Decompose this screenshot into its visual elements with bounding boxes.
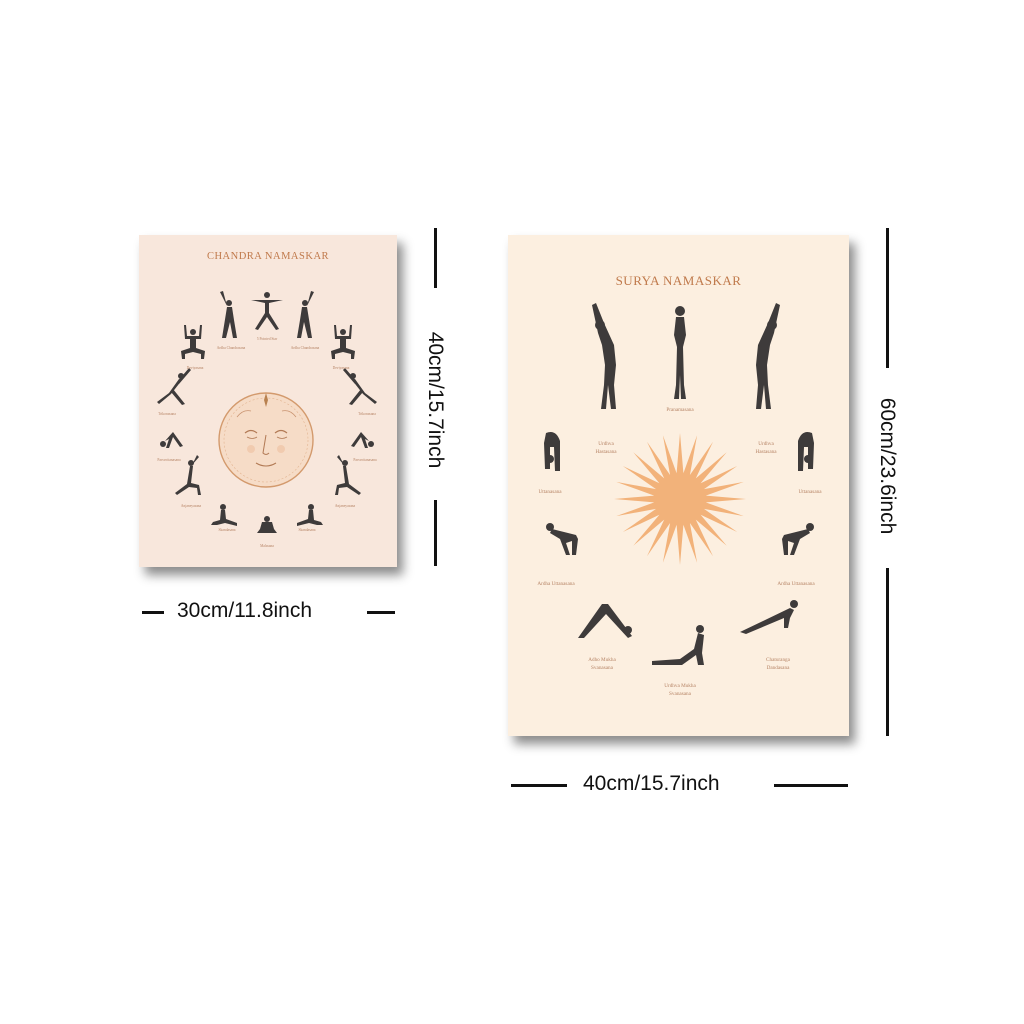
label-urdhva-right-1: Urdhva	[758, 441, 774, 447]
label-triangle-right: Trikonasana	[358, 412, 376, 416]
chandra-artwork: 5 Pointed Star Ardha Chandrasana Ardha C…	[139, 235, 397, 567]
label-garland: Malasana	[260, 544, 274, 548]
label-urdhva-right-2: Hastasana	[755, 449, 777, 455]
label-half-moon-left: Ardha Chandrasana	[217, 346, 246, 350]
chandra-height-line-top	[434, 228, 437, 288]
pose-urdhva-hastasana-left	[592, 303, 616, 409]
chandra-width-line-right	[367, 611, 395, 614]
surya-artwork: Pranamasana Urdhva Hastasana Urdhva Hast…	[508, 235, 849, 736]
label-lunge-right: Anjaneyasana	[335, 504, 356, 508]
label-uttanasana-left: Uttanasana	[538, 489, 562, 495]
label-uttanasana-right: Uttanasana	[798, 489, 822, 495]
pose-side-lunge-left	[211, 504, 237, 526]
pose-urdhva-hastasana-right	[756, 303, 780, 409]
chandra-namaskar-poster: CHANDRA NAMASKAR	[139, 235, 397, 567]
pose-side-lunge-right	[297, 504, 323, 526]
pose-half-moon-left	[220, 291, 237, 338]
label-chaturanga-2: Dandasana	[767, 665, 790, 671]
label-urdhva-left-2: Hastasana	[595, 449, 617, 455]
surya-height-line-top	[886, 228, 889, 368]
pose-uttanasana-left	[544, 432, 560, 471]
pose-uttanasana-right	[798, 432, 814, 471]
label-side-lunge-right: Skandasana	[299, 528, 316, 532]
pose-ardha-uttanasana-left	[546, 523, 578, 555]
label-pranamasana: Pranamasana	[666, 407, 694, 413]
label-side-lunge-left: Skandasana	[219, 528, 236, 532]
label-goddess-right: Deviyasana	[333, 366, 350, 370]
chandra-width-line-left	[142, 611, 164, 614]
surya-width-line-right	[774, 784, 848, 787]
pose-adho-mukha-svanasana	[578, 604, 632, 638]
label-pyramid-left: Parsvottanasana	[157, 458, 181, 462]
surya-width-label: 40cm/15.7inch	[583, 772, 720, 796]
sun-illustration	[614, 433, 746, 565]
label-ardha-left: Ardha Uttanasana	[537, 581, 575, 587]
label-adho-2: Svanasana	[591, 665, 614, 671]
chandra-height-label: 40cm/15.7inch	[423, 332, 447, 469]
label-chaturanga-1: Chaturanga	[766, 657, 791, 663]
label-ardha-right: Ardha Uttanasana	[777, 581, 815, 587]
pose-pyramid-left	[160, 432, 183, 448]
pose-triangle-right	[343, 368, 377, 405]
pose-goddess-left	[181, 325, 205, 359]
pose-triangle-left	[157, 368, 191, 405]
label-5-pointed-star: 5 Pointed Star	[257, 337, 278, 341]
surya-width-line-left	[511, 784, 567, 787]
label-urdhva-mukha-2: Svanasana	[669, 691, 692, 697]
label-goddess-left: Deviyasana	[187, 366, 204, 370]
label-lunge-left: Anjaneyasana	[181, 504, 202, 508]
pose-chaturanga-dandasana	[740, 600, 798, 634]
pose-goddess-right	[331, 325, 355, 359]
label-adho-1: Adho Mukha	[588, 657, 616, 663]
label-triangle-left: Trikonasana	[158, 412, 176, 416]
chandra-width-label: 30cm/11.8inch	[177, 599, 312, 623]
pose-half-moon-right	[297, 291, 314, 338]
moon-face-illustration	[219, 393, 313, 487]
label-urdhva-left-1: Urdhva	[598, 441, 614, 447]
pose-ardha-uttanasana-right	[782, 523, 814, 555]
pose-garland	[257, 516, 277, 533]
surya-namaskar-poster: SURYA NAMASKAR	[508, 235, 849, 736]
pose-pyramid-right	[351, 432, 374, 448]
label-half-moon-right: Ardha Chandrasana	[291, 346, 320, 350]
pose-pranamasana	[674, 306, 686, 399]
label-urdhva-mukha-1: Urdhva Mukha	[664, 683, 696, 689]
pose-urdhva-mukha-svanasana	[652, 625, 704, 665]
pose-star	[251, 292, 283, 330]
surya-height-line-bottom	[886, 568, 889, 736]
chandra-height-line-bottom	[434, 500, 437, 566]
surya-height-label: 60cm/23.6inch	[875, 398, 899, 535]
label-pyramid-right: Parsvottanasana	[353, 458, 377, 462]
